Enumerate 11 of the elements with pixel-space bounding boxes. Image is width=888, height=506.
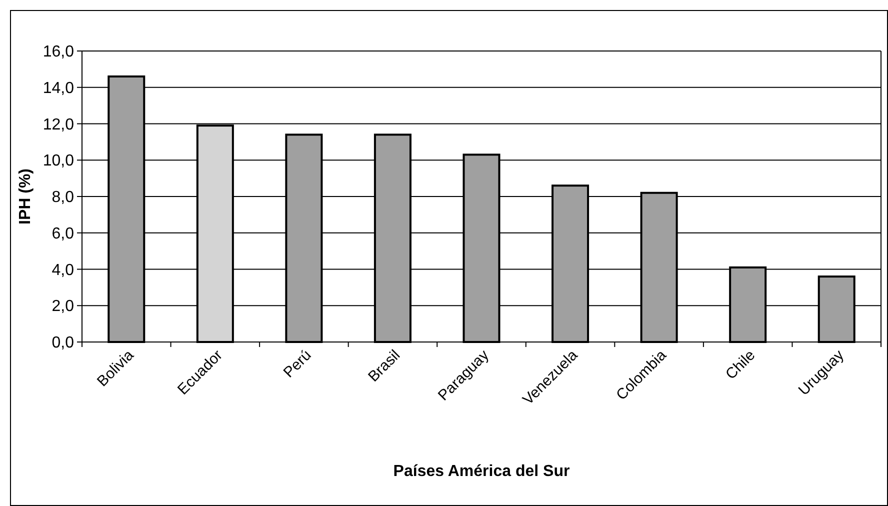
y-tick-label: 12,0 (42, 116, 74, 134)
y-tick-label: 14,0 (42, 80, 74, 97)
y-tick-label: 4,0 (52, 262, 74, 279)
y-axis-title: IPH (%) (17, 168, 34, 224)
y-tick-label: 10,0 (42, 152, 74, 170)
y-tick-label: 8,0 (52, 189, 74, 206)
y-tick-label: 16,0 (42, 44, 74, 61)
y-tick-label: 6,0 (52, 225, 74, 242)
y-tick-label: 2,0 (52, 298, 74, 316)
x-axis-title: Países América del Sur (393, 463, 570, 480)
y-tick-label: 0,0 (52, 334, 74, 352)
